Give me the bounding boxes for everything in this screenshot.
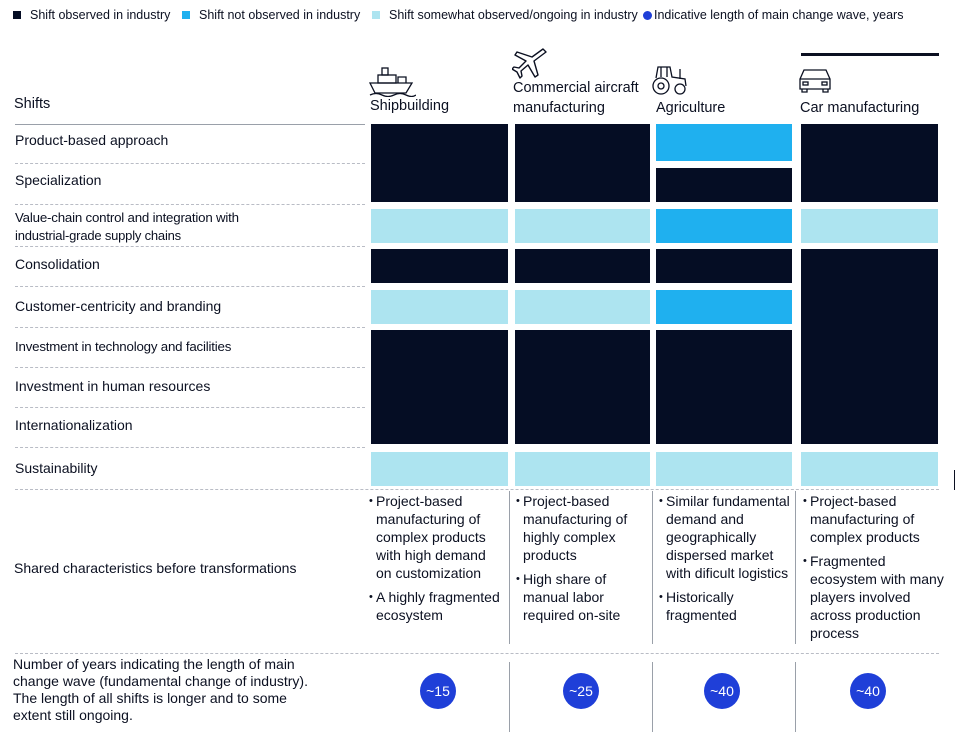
characteristic-item: Fragmented ecosystem with many players i… [803, 552, 944, 642]
characteristic-item: Project-based manufacturing of complex p… [803, 492, 944, 546]
column-title-shipbuilding: Shipbuilding [370, 98, 450, 114]
row-label-value-chain-line2: industrial-grade supply chains [15, 228, 181, 243]
tractor-icon [652, 66, 687, 95]
edge-marker [954, 470, 955, 490]
cell-aircraft-customer [515, 290, 650, 324]
legend-swatch-not-observed [182, 11, 190, 19]
characteristics-aircraft: Project-based manufacturing of highly co… [516, 492, 647, 630]
cell-aircraft-sustainability [515, 452, 650, 486]
cell-agriculture-customer [656, 290, 792, 324]
legend-label: Shift not observed in industry [199, 8, 361, 22]
row-label-sustainability: Sustainability [15, 460, 98, 476]
row-label-investment-technology: Investment in technology and facilities [15, 339, 232, 354]
legend-label: Shift observed in industry [30, 8, 171, 22]
row-separator [15, 163, 365, 164]
column-divider [652, 491, 653, 644]
row-separator [15, 246, 365, 247]
column-divider [509, 491, 510, 644]
characteristic-item: Project-based manufacturing of complex p… [369, 492, 502, 582]
row-label-internationalization: Internationalization [15, 417, 133, 433]
shifts-header: Shifts [14, 96, 51, 112]
row-label-consolidation: Consolidation [15, 256, 100, 272]
cell-agriculture-consolidation [656, 249, 792, 283]
cell-shipbuilding-investment-internationalization [371, 330, 508, 444]
airplane-icon [512, 48, 547, 79]
row-separator [15, 447, 365, 448]
cell-agriculture-specialization [656, 168, 792, 202]
cell-shipbuilding-sustainability [371, 452, 508, 486]
column-title-aircraft-line1: Commercial aircraft [513, 80, 639, 96]
row-separator [15, 204, 365, 205]
cell-aircraft-value-chain [515, 209, 650, 243]
legend-somewhat: Shift somewhat observed/ongoing in indus… [372, 8, 638, 22]
row-label-value-chain: Value-chain control and integration with [15, 210, 239, 225]
row-label-product-based: Product-based approach [15, 132, 169, 148]
cell-agriculture-value-chain [656, 209, 792, 243]
column-divider [652, 662, 653, 732]
row-label-specialization: Specialization [15, 172, 102, 188]
characteristic-item: Project-based manufacturing of highly co… [516, 492, 647, 564]
cell-shipbuilding-value-chain [371, 209, 508, 243]
cell-aircraft-investment-internationalization [515, 330, 650, 444]
cell-car-value-chain [801, 209, 938, 243]
car-column-top-bar [801, 53, 939, 56]
cell-shipbuilding-consolidation [371, 249, 508, 283]
ship-icon [368, 67, 416, 97]
legend-swatch-observed [13, 11, 21, 19]
characteristics-label: Shared characteristics before transforma… [14, 560, 297, 576]
legend-not-observed: Shift not observed in industry [182, 8, 360, 22]
column-title-aircraft-line2: manufacturing [513, 100, 605, 116]
cell-car-product-specialization [801, 124, 938, 202]
column-divider [795, 491, 796, 644]
row-separator [15, 286, 365, 287]
cell-car-consolidation-to-internationalization [801, 249, 938, 444]
car-icon [799, 69, 831, 93]
cell-agriculture-product-based [656, 124, 792, 161]
years-badge-car: ~40 [850, 673, 886, 709]
characteristic-item: Historically fragmented [659, 588, 792, 624]
years-badge-shipbuilding: ~15 [420, 673, 456, 709]
years-label: Number of years indicating the length of… [13, 656, 308, 723]
column-title-car: Car manufacturing [800, 100, 920, 116]
column-title-agriculture: Agriculture [656, 100, 726, 116]
row-label-investment-human: Investment in human resources [15, 378, 211, 394]
cell-shipbuilding-product-specialization [371, 124, 508, 202]
row-separator [15, 407, 365, 408]
cell-shipbuilding-customer [371, 290, 508, 324]
legend-observed: Shift observed in industry [13, 8, 170, 22]
cell-agriculture-investment-internationalization [656, 330, 792, 444]
legend-label: Indicative length of main change wave, y… [654, 8, 904, 22]
characteristic-item: Similar fundamental demand and geographi… [659, 492, 792, 582]
column-divider [795, 662, 796, 732]
years-badge-agriculture: ~40 [704, 673, 740, 709]
characteristics-agriculture: Similar fundamental demand and geographi… [659, 492, 792, 630]
characteristic-item: High share of manual labor required on-s… [516, 570, 647, 624]
legend-swatch-somewhat [372, 11, 380, 19]
cell-agriculture-sustainability [656, 452, 792, 486]
row-separator [15, 367, 365, 368]
years-badge-aircraft: ~25 [563, 673, 599, 709]
characteristic-item: A highly fragmented ecosystem [369, 588, 502, 624]
legend-label: Shift somewhat observed/ongoing in indus… [389, 8, 638, 22]
legend-dot-icon [643, 10, 652, 20]
grid-bottom-separator [15, 489, 939, 490]
cell-aircraft-product-specialization [515, 124, 650, 202]
characteristics-bottom-separator [15, 653, 939, 654]
header-underline [15, 124, 365, 125]
characteristics-car: Project-based manufacturing of complex p… [803, 492, 944, 648]
cell-car-sustainability [801, 452, 938, 486]
row-label-customer-centricity: Customer-centricity and branding [15, 298, 222, 314]
column-divider [509, 662, 510, 732]
legend-wave-length: Indicative length of main change wave, y… [643, 8, 903, 22]
characteristics-shipbuilding: Project-based manufacturing of complex p… [369, 492, 502, 630]
row-separator [15, 327, 365, 328]
cell-aircraft-consolidation [515, 249, 650, 283]
